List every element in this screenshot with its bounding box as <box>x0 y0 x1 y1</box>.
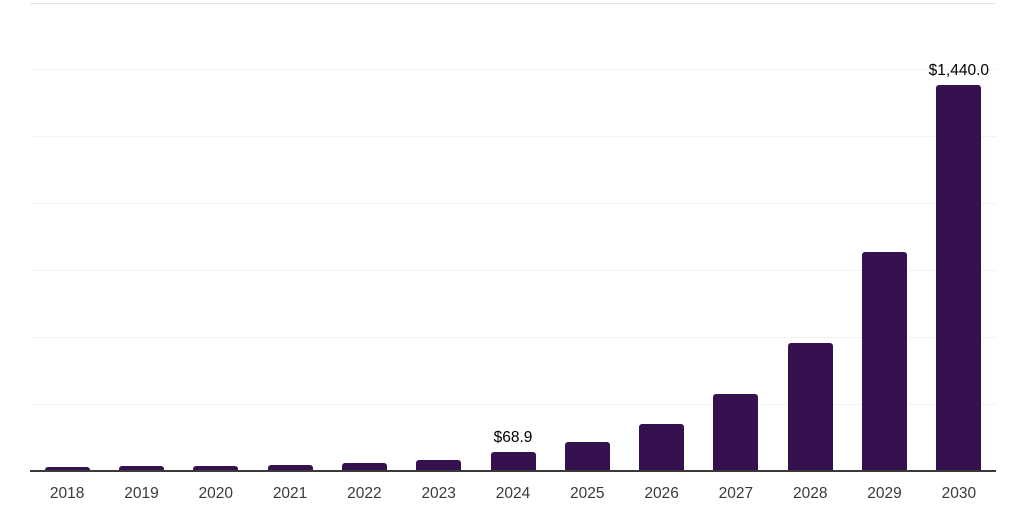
x-tick-2025: 2025 <box>570 485 605 502</box>
bar-2029[interactable] <box>862 252 908 471</box>
bar-2026[interactable] <box>639 423 685 471</box>
x-tick-2028: 2028 <box>792 485 828 502</box>
data-label-2030: $1,440.0 <box>928 62 990 80</box>
x-tick-2030: 2030 <box>941 485 977 502</box>
bar-2020[interactable] <box>193 466 239 471</box>
bar-2018[interactable] <box>44 467 90 471</box>
x-tick-2018: 2018 <box>49 485 85 502</box>
bar-2027[interactable] <box>713 394 759 471</box>
data-label-2024: $68.9 <box>493 429 533 447</box>
gridline <box>30 336 996 338</box>
bar-2023[interactable] <box>416 459 462 471</box>
gridline <box>30 403 996 405</box>
bar-2030[interactable] <box>936 85 982 471</box>
x-tick-2022: 2022 <box>347 485 382 502</box>
x-tick-2029: 2029 <box>867 485 902 502</box>
x-axis-line <box>30 469 996 472</box>
gridline <box>30 269 996 271</box>
bar-2022[interactable] <box>341 463 387 471</box>
x-tick-2026: 2026 <box>644 485 679 502</box>
x-tick-2019: 2019 <box>124 485 159 502</box>
gridline <box>30 69 996 71</box>
x-tick-2021: 2021 <box>272 485 308 502</box>
plot-area: 2018 2019 2020 2021 2022 2023 $68.9 2024 2025 202… <box>30 0 996 512</box>
top-gridline <box>30 2 996 4</box>
bar-2021[interactable] <box>267 465 313 471</box>
x-tick-2024: 2024 <box>495 485 531 502</box>
x-tick-2027: 2027 <box>718 485 754 502</box>
gridline <box>30 136 996 138</box>
bar-2028[interactable] <box>787 343 833 471</box>
x-tick-2023: 2023 <box>421 485 456 502</box>
bar-2019[interactable] <box>118 465 164 471</box>
gridline <box>30 203 996 205</box>
bar-2025[interactable] <box>564 441 610 471</box>
x-tick-2020: 2020 <box>198 485 233 502</box>
bar-2024[interactable] <box>490 452 536 471</box>
